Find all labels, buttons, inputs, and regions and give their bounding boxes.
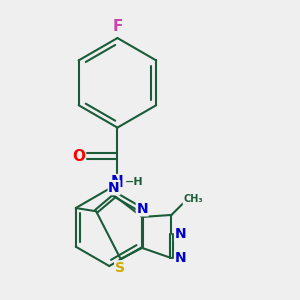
Text: N: N bbox=[175, 251, 186, 265]
Text: CH₃: CH₃ bbox=[183, 194, 203, 205]
Text: −H: −H bbox=[125, 177, 144, 187]
Text: N: N bbox=[110, 175, 123, 190]
Text: O: O bbox=[72, 148, 85, 164]
Text: N: N bbox=[175, 227, 186, 241]
Text: N: N bbox=[136, 202, 148, 216]
Text: S: S bbox=[115, 261, 125, 275]
Text: N: N bbox=[108, 181, 120, 195]
Text: F: F bbox=[112, 19, 123, 34]
